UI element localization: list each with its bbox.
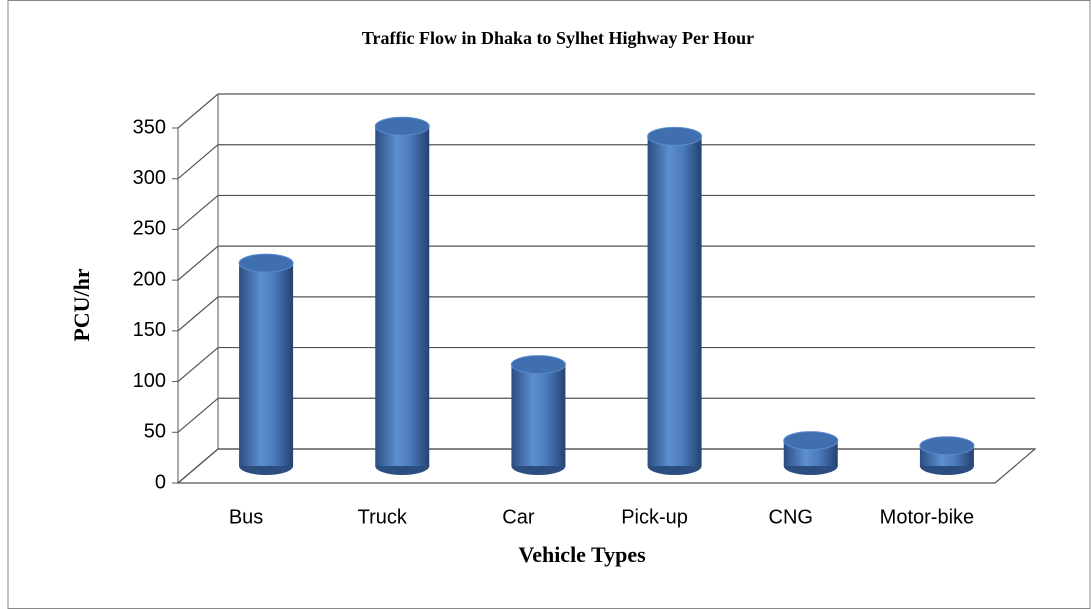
grid-line — [177, 245, 219, 281]
x-tick-label: Truck — [358, 506, 408, 528]
bar-top — [510, 355, 566, 375]
bar-top — [919, 436, 975, 456]
grid-line — [177, 93, 219, 129]
grid-line — [177, 347, 219, 383]
chart-title: Traffic Flow in Dhaka to Sylhet Highway … — [362, 28, 754, 48]
grid-line — [177, 194, 219, 230]
grid-line — [177, 296, 219, 332]
x-tick-label: CNG — [769, 506, 813, 528]
grid-line — [177, 144, 219, 180]
x-axis-title: Vehicle Types — [518, 542, 646, 567]
bar — [239, 263, 294, 466]
y-tick-label: 150 — [133, 319, 166, 341]
y-tick-label: 350 — [133, 116, 166, 138]
bar-top — [647, 126, 703, 146]
bar-top — [783, 431, 839, 451]
x-tick-label: Bus — [229, 506, 263, 528]
x-tick-label: Pick-up — [621, 506, 688, 528]
y-tick-label: 0 — [155, 471, 166, 493]
x-tick-label: Car — [502, 506, 535, 528]
bar-top — [374, 116, 430, 136]
y-tick-label: 250 — [133, 218, 166, 240]
bar-top — [238, 253, 294, 273]
grid-line — [177, 397, 219, 433]
grid-line — [177, 448, 219, 484]
bar — [647, 136, 702, 466]
bar — [511, 364, 566, 466]
y-tick-label: 200 — [133, 268, 166, 290]
bar — [375, 126, 430, 466]
y-tick-label: 50 — [144, 421, 166, 443]
x-tick-label: Motor-bike — [880, 506, 974, 528]
y-tick-label: 300 — [133, 167, 166, 189]
chart-border — [7, 0, 1091, 609]
y-tick-label: 100 — [133, 370, 166, 392]
y-axis-title: PCU/hr — [69, 268, 94, 342]
